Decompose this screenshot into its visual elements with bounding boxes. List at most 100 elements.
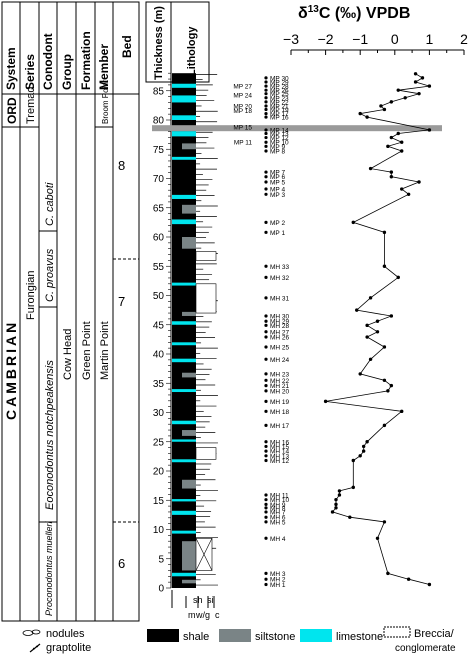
isotope-point xyxy=(351,458,355,463)
isotope-point xyxy=(386,389,390,393)
sample-label: MH 14 xyxy=(270,449,290,456)
sample-label: MH 11 xyxy=(270,492,289,499)
label-tremad: Tremad xyxy=(25,87,37,125)
label-green-point: Green Point xyxy=(81,321,93,380)
sample-label: MH 5 xyxy=(270,519,286,526)
title-delta: δ xyxy=(298,5,308,22)
grain-sh: sh xyxy=(193,595,203,605)
legend-breccia: Breccia/ xyxy=(414,628,455,640)
isotope-point xyxy=(330,510,335,514)
isotope-point xyxy=(379,104,383,108)
isotope-point xyxy=(361,449,366,453)
y-tick-label: 15 xyxy=(153,496,165,507)
isotope-point xyxy=(348,515,352,519)
sample-dot xyxy=(264,506,268,510)
sample-dot xyxy=(264,96,268,100)
sample-dot xyxy=(264,423,268,427)
sample-label: MP 26 xyxy=(270,88,289,95)
sample-label: MH 17 xyxy=(270,423,290,430)
sample-dot xyxy=(264,100,268,104)
sample-dot xyxy=(264,314,268,318)
sample-dot xyxy=(264,335,268,339)
y-tick-label: 30 xyxy=(153,408,165,419)
isotope-point xyxy=(382,520,387,524)
sample-dot xyxy=(264,458,268,463)
isotope-point xyxy=(323,399,328,404)
isotope-point xyxy=(334,502,338,507)
sample-label: MH 3 xyxy=(270,571,286,578)
legend-limestone: limestone xyxy=(336,631,383,643)
isotope-point xyxy=(400,140,404,144)
sample-label: MH 20 xyxy=(270,388,290,395)
sample-dot xyxy=(264,577,268,581)
sample-label: MP 18 xyxy=(233,108,252,115)
grain-si: si xyxy=(207,595,214,605)
sample-label: MH 18 xyxy=(270,409,290,416)
y-tick-label: 65 xyxy=(153,203,165,214)
sample-label: MH 32 xyxy=(270,275,290,282)
isotope-point xyxy=(427,84,432,88)
isotope-point xyxy=(365,335,369,339)
lithology-column xyxy=(172,73,218,588)
sample-dot xyxy=(264,520,268,524)
sample-dot xyxy=(264,144,268,148)
sample-label: MP 15 xyxy=(233,125,252,132)
sample-dot xyxy=(264,372,268,376)
sample-label: MH 1 xyxy=(270,582,286,589)
sample-label: MP 19 xyxy=(270,107,289,114)
legend-nodules: nodules xyxy=(46,628,85,640)
x-tick-label: −2 xyxy=(318,31,334,47)
sample-dot xyxy=(264,88,268,92)
sample-label: MH 16 xyxy=(270,439,290,446)
grain-c: c xyxy=(215,610,220,620)
isotope-point xyxy=(382,345,387,349)
isotope-title: δ13C (‰) VPDB xyxy=(298,4,410,22)
y-tick-label: 20 xyxy=(153,467,165,478)
sample-dot xyxy=(264,111,268,116)
sample-label: MP 16 xyxy=(270,115,289,122)
isotope-point xyxy=(334,497,338,502)
sample-label: MH 33 xyxy=(270,264,290,271)
isotope-point xyxy=(368,296,373,300)
isotope-point xyxy=(389,135,394,140)
x-tick-label: 1 xyxy=(426,31,434,47)
label-notchpeakensis: Eoconodontus notchpeakensis xyxy=(44,360,56,510)
sample-label: MP 3 xyxy=(270,192,285,199)
sample-label: MH 28 xyxy=(270,323,290,330)
label-cambrian: CAMBRIAN xyxy=(3,320,19,420)
graptolite-icon xyxy=(29,643,41,653)
y-tick-label: 10 xyxy=(153,525,165,536)
sample-dot xyxy=(264,170,268,174)
sample-label: MP 29 xyxy=(270,79,289,86)
grain-wg: w/g xyxy=(195,610,210,620)
sample-label: MP 23 xyxy=(270,95,289,102)
y-tick-label: 45 xyxy=(153,320,165,331)
sample-label: MP 20 xyxy=(233,103,252,110)
sample-dot xyxy=(264,187,268,191)
sample-dot xyxy=(264,192,268,196)
sample-label: MH 2 xyxy=(270,577,286,584)
sample-dot xyxy=(264,92,268,96)
legend-siltstone: siltstone xyxy=(255,631,295,643)
isotope-point xyxy=(396,275,400,280)
isotope-point xyxy=(386,571,390,576)
isotope-point xyxy=(427,128,432,132)
sample-dot xyxy=(264,230,268,234)
isotope-point xyxy=(389,175,394,179)
label-muelleri: Proconodontus muelleri xyxy=(44,520,54,616)
isotope-point xyxy=(361,444,366,449)
sample-dot xyxy=(264,409,268,413)
isotope-point xyxy=(427,582,432,587)
sample-label: MP 24 xyxy=(233,92,252,99)
sample-label: MH 22 xyxy=(270,378,290,385)
sample-dot xyxy=(264,84,268,88)
isotope-line xyxy=(325,73,430,585)
legend-graptolite: graptolite xyxy=(46,642,91,654)
isotope-point xyxy=(337,489,342,493)
y-tick-label: 40 xyxy=(153,350,165,361)
isotope-point xyxy=(396,131,400,136)
title-sup: 13 xyxy=(308,4,320,15)
isotope-point xyxy=(375,536,380,540)
isotope-point xyxy=(417,91,421,96)
y-tick-label: 75 xyxy=(153,145,165,156)
